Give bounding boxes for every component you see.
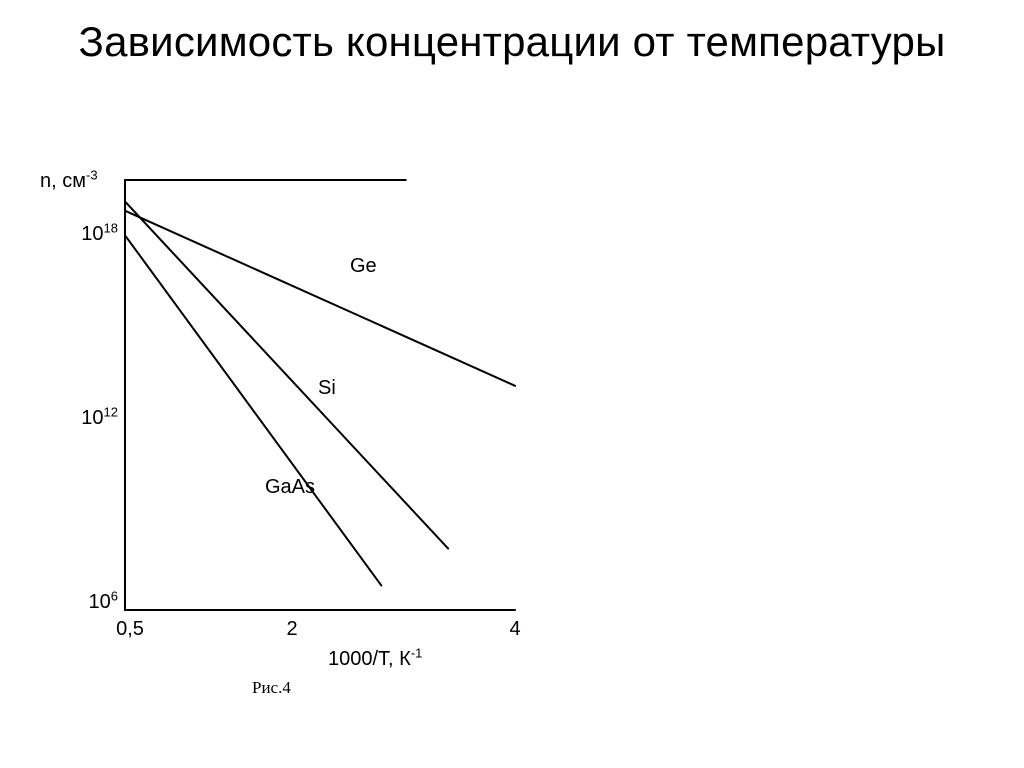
y-tick-0-exp: 18	[104, 220, 118, 235]
y-axis-label-prefix: n, см	[40, 170, 86, 192]
x-tick-0: 0,5	[110, 618, 150, 641]
series-line-gaas	[125, 235, 381, 585]
series-line-ge	[125, 211, 515, 386]
x-axis-label: 1000/T, К-1	[328, 648, 422, 671]
y-tick-2-exp: 6	[111, 588, 118, 603]
figure-caption: Рис.4	[252, 678, 291, 698]
x-axis-label-prefix: 1000/T, К	[328, 648, 411, 670]
series-label-ge: Ge	[350, 255, 377, 278]
y-axis-label-exp: -3	[86, 167, 98, 182]
page-title: Зависимость концентрации от температуры	[0, 18, 1024, 66]
series-label-si: Si	[318, 377, 336, 400]
y-tick-0: 1018	[58, 223, 118, 246]
y-axis-label: n, см-3	[40, 170, 98, 193]
y-tick-1: 1012	[58, 407, 118, 430]
y-tick-2-base: 10	[89, 591, 111, 613]
x-tick-2: 4	[495, 618, 535, 641]
concentration-vs-temperature-chart: n, см-3 1018 1012 106 0,5 2 4 1000/T, К-…	[40, 170, 560, 700]
y-tick-0-base: 10	[81, 223, 103, 245]
x-tick-1: 2	[272, 618, 312, 641]
y-tick-1-exp: 12	[104, 404, 118, 419]
x-axis-label-exp: -1	[411, 645, 423, 660]
slide: Зависимость концентрации от температуры …	[0, 0, 1024, 768]
y-tick-1-base: 10	[81, 407, 103, 429]
series-label-gaas: GaAs	[265, 476, 315, 499]
y-tick-2: 106	[58, 591, 118, 614]
